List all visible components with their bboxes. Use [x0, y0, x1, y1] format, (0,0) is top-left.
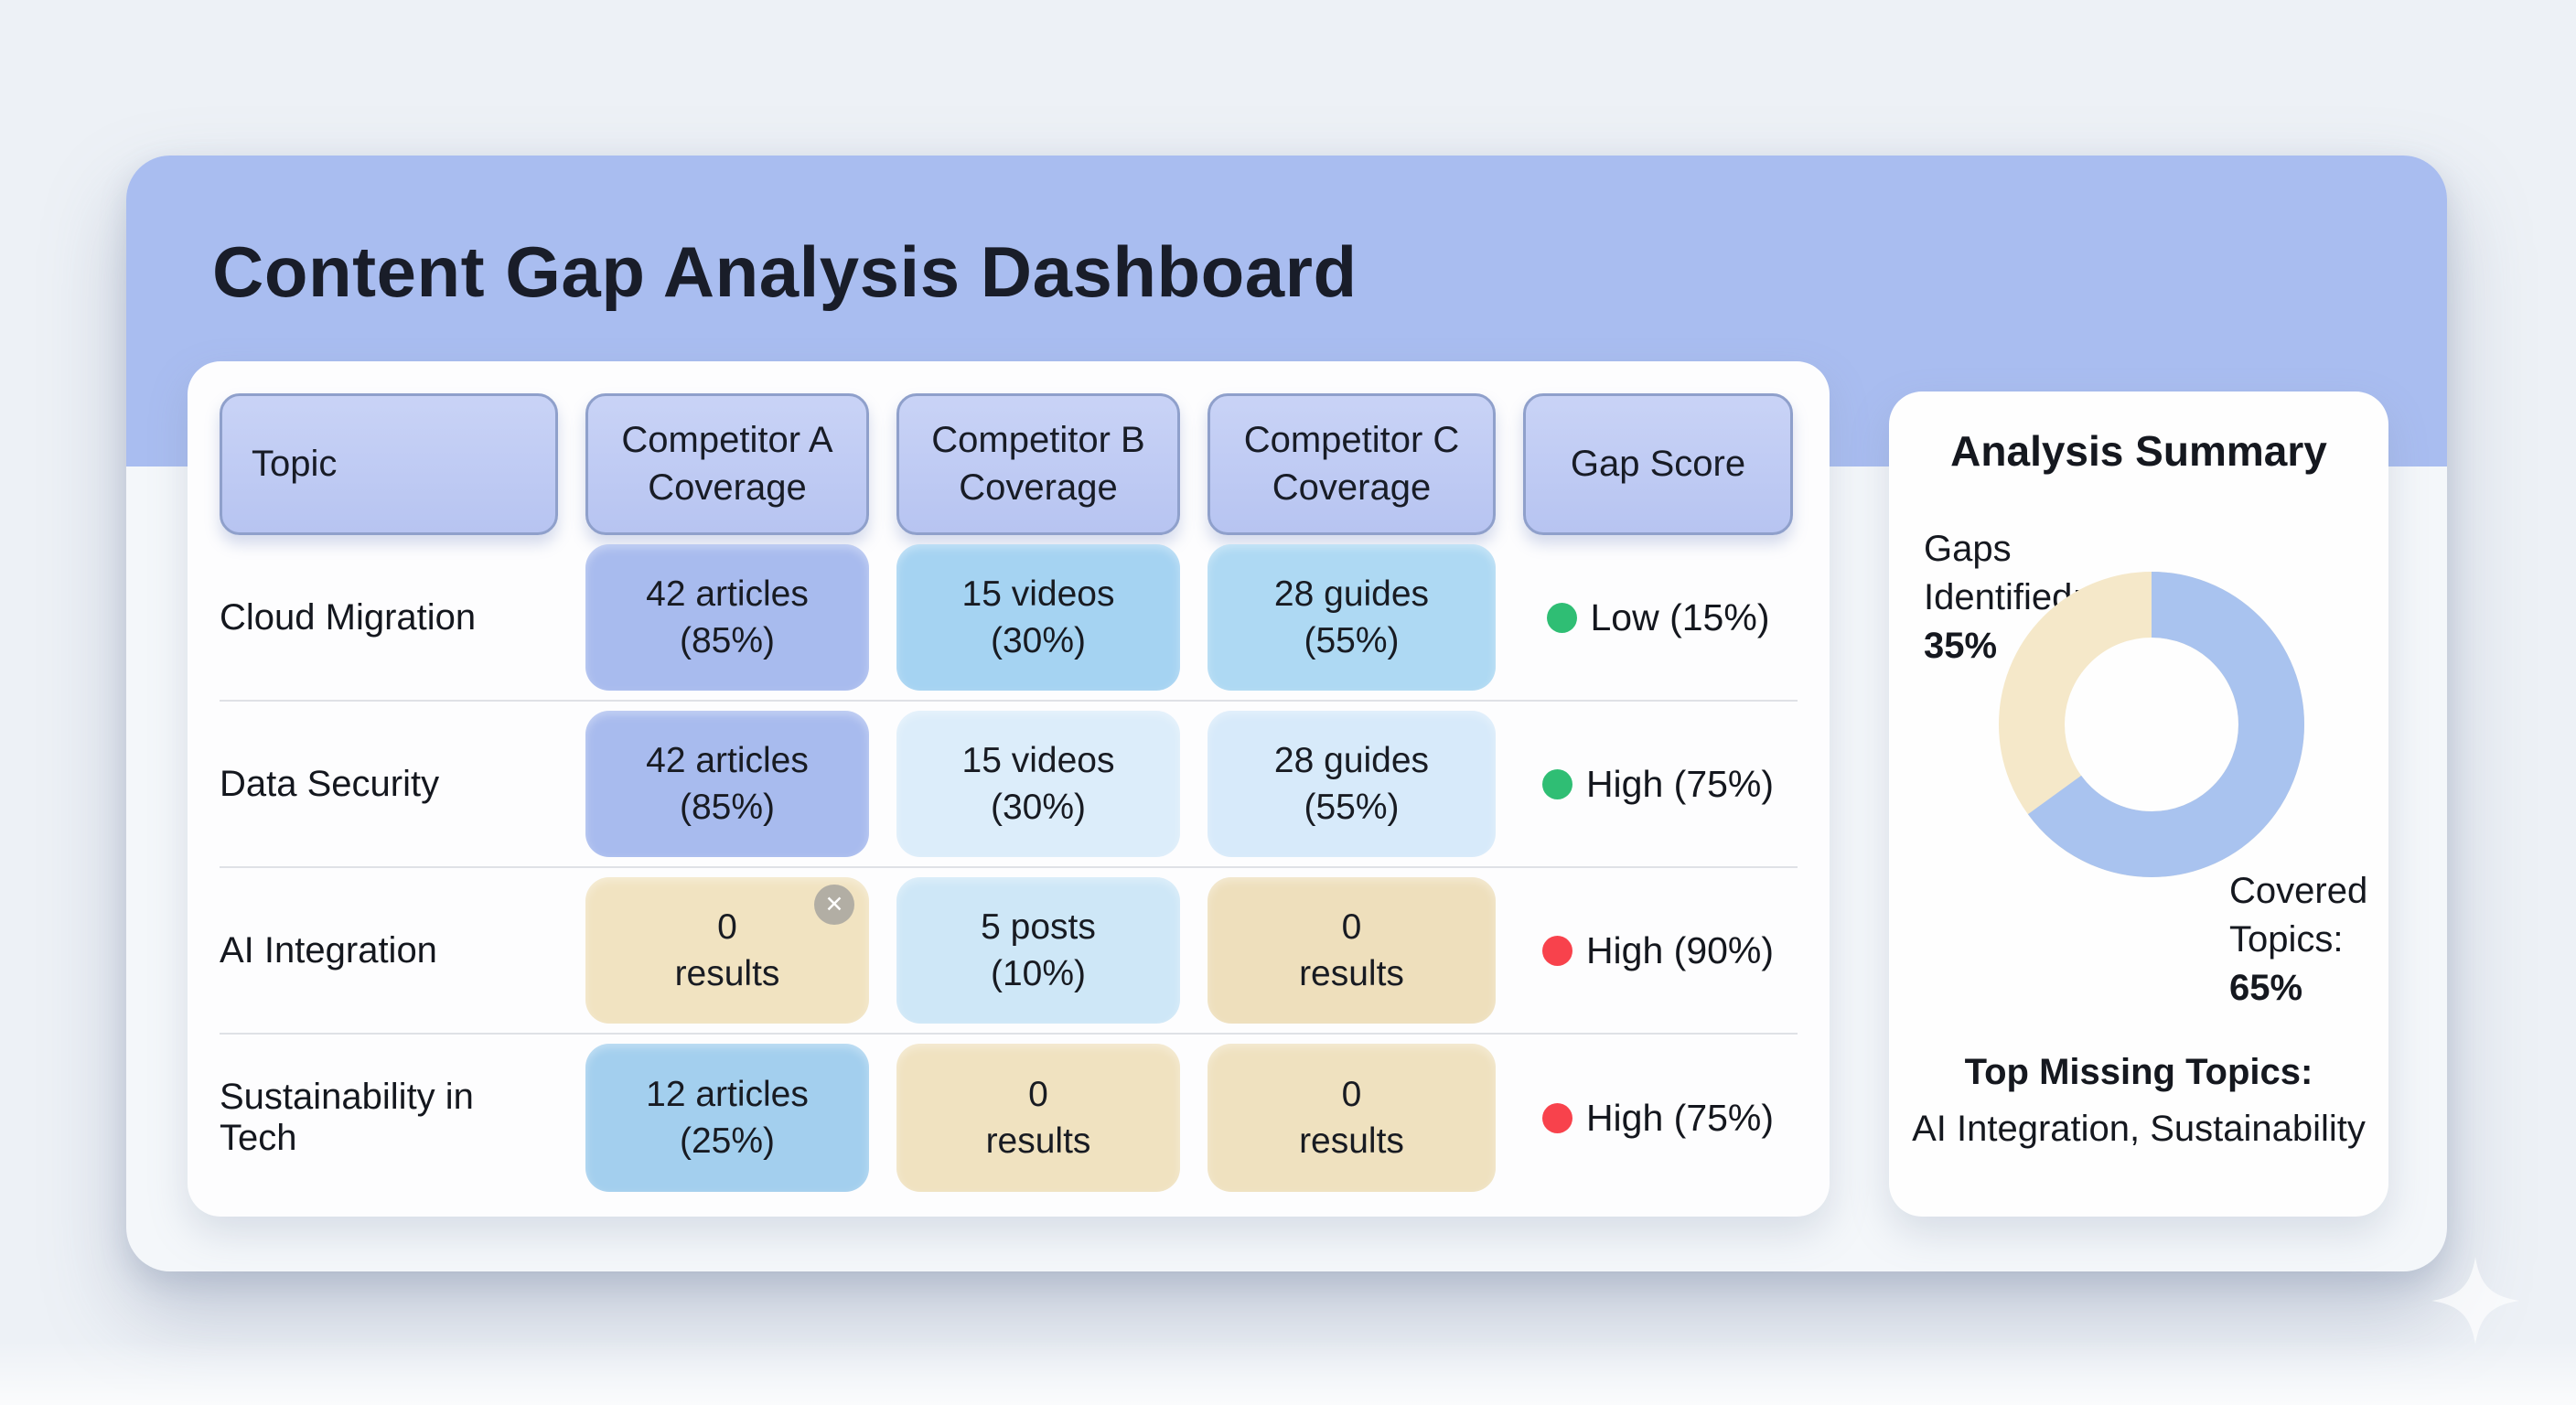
coverage-count: 15 videos: [961, 574, 1115, 614]
page-title: Content Gap Analysis Dashboard: [212, 231, 1358, 312]
coverage-count: 5 posts: [981, 906, 1096, 947]
coverage-cell: 5 posts (10%): [896, 877, 1180, 1024]
gap-analysis-table-card: Topic Competitor A Coverage Competitor B…: [188, 361, 1830, 1217]
coverage-count: 42 articles: [646, 740, 809, 780]
coverage-count: 15 videos: [961, 740, 1115, 780]
coverage-count: 28 guides: [1273, 574, 1430, 614]
column-header-competitor-a[interactable]: Competitor A Coverage: [585, 393, 869, 535]
table-row: Data Security 42 articles (85%) 15 video…: [220, 702, 1798, 868]
dashboard-card: Content Gap Analysis Dashboard Topic Com…: [126, 156, 2447, 1271]
coverage-cell: 15 videos (30%): [896, 711, 1180, 857]
topic-label: Sustainability in Tech: [220, 1077, 474, 1158]
sparkle-icon: [2431, 1257, 2519, 1345]
coverage-cell: 28 guides (55%): [1208, 544, 1496, 691]
coverage-percent: results: [985, 1121, 1091, 1161]
coverage-percent: (30%): [990, 621, 1087, 660]
coverage-percent: (55%): [1304, 788, 1400, 827]
coverage-donut-chart: [1999, 572, 2304, 877]
gap-score-cell: High (75%): [1523, 1035, 1793, 1201]
no-results-close-icon[interactable]: ✕: [814, 885, 854, 925]
top-missing-topics-list: AI Integration, Sustainability: [1912, 1109, 2366, 1149]
covered-topics-value: 65%: [2229, 967, 2303, 1008]
gap-score-label: High (75%): [1585, 762, 1775, 805]
coverage-percent: (85%): [679, 621, 776, 660]
coverage-cell: 42 articles (85%): [585, 544, 869, 691]
gap-score-cell: Low (15%): [1523, 535, 1793, 700]
coverage-percent: results: [674, 954, 780, 993]
coverage-percent: (85%): [679, 788, 776, 827]
covered-topics-label: Covered Topics:: [2229, 871, 2368, 960]
table-row: AI Integration ✕ 0 results 5 posts (10%)…: [220, 868, 1798, 1035]
coverage-count: 0: [1028, 1074, 1048, 1114]
coverage-count: 12 articles: [646, 1074, 809, 1114]
topic-label: Data Security: [220, 763, 440, 804]
coverage-percent: (30%): [990, 788, 1087, 827]
coverage-percent: (55%): [1304, 621, 1400, 660]
coverage-percent: (10%): [990, 954, 1087, 993]
topic-label: AI Integration: [220, 929, 437, 971]
donut-covered-arc: [1999, 572, 2304, 877]
gap-score-label: High (75%): [1585, 1096, 1775, 1139]
status-dot: [1546, 602, 1577, 633]
coverage-count: 0: [1341, 906, 1362, 947]
status-dot: [1541, 768, 1572, 799]
coverage-percent: (25%): [679, 1121, 776, 1161]
coverage-count: 42 articles: [646, 574, 809, 614]
top-missing-topics-title: Top Missing Topics:: [1964, 1052, 2313, 1092]
table-row: Cloud Migration 42 articles (85%) 15 vid…: [220, 535, 1798, 702]
topic-label: Cloud Migration: [220, 596, 477, 638]
column-header-competitor-c[interactable]: Competitor C Coverage: [1208, 393, 1496, 535]
gap-score-cell: High (90%): [1523, 868, 1793, 1033]
coverage-percent: results: [1299, 1121, 1404, 1161]
table-row: Sustainability in Tech 12 articles (25%)…: [220, 1035, 1798, 1201]
status-dot: [1541, 935, 1572, 966]
column-header-topic[interactable]: Topic: [220, 393, 558, 535]
coverage-cell: 0 results: [1208, 877, 1496, 1024]
gaps-identified-value: 35%: [1924, 625, 1998, 666]
coverage-cell: ✕ 0 results: [585, 877, 869, 1024]
gap-score-label: Low (15%): [1590, 595, 1770, 638]
gap-score-cell: High (75%): [1523, 702, 1793, 866]
coverage-cell: 15 videos (30%): [896, 544, 1180, 691]
coverage-count: 0: [1341, 1074, 1362, 1114]
gap-score-label: High (90%): [1585, 928, 1775, 971]
column-header-gap-score[interactable]: Gap Score: [1523, 393, 1793, 535]
coverage-count: 0: [717, 906, 737, 947]
coverage-cell: 28 guides (55%): [1208, 711, 1496, 857]
coverage-cell: 42 articles (85%): [585, 711, 869, 857]
coverage-cell: 0 results: [1208, 1044, 1496, 1192]
coverage-percent: results: [1299, 954, 1404, 993]
coverage-count: 28 guides: [1273, 740, 1430, 780]
coverage-cell: 12 articles (25%): [585, 1044, 869, 1192]
covered-topics-stat: Covered Topics: 65%: [2229, 867, 2385, 1012]
analysis-summary-card: Analysis Summary Gaps Identified: 35% Co…: [1889, 391, 2388, 1217]
coverage-cell: 0 results: [896, 1044, 1180, 1192]
summary-title: Analysis Summary: [1950, 427, 2327, 475]
column-header-competitor-b[interactable]: Competitor B Coverage: [896, 393, 1180, 535]
status-dot: [1541, 1102, 1572, 1133]
table-header-row: Topic Competitor A Coverage Competitor B…: [220, 393, 1798, 535]
